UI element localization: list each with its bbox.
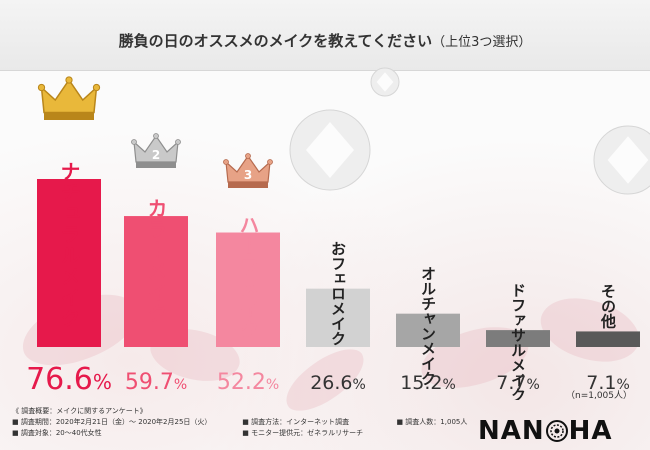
title-sub: （上位3つ選択） xyxy=(432,35,532,50)
value-label-2: 59.7% xyxy=(125,370,187,395)
value-label-3: 52.2% xyxy=(217,370,279,395)
value-unit: % xyxy=(93,370,112,394)
bar-5 xyxy=(396,313,460,347)
survey-count: ■ 調査人数：1,005人 xyxy=(396,418,468,426)
category-label-2: カラーメイク xyxy=(144,198,168,324)
value-unit: % xyxy=(526,377,539,393)
page-title: 勝負の日のオススメのメイクを教えてください（上位3つ選択） xyxy=(0,30,650,51)
crown-band xyxy=(136,162,176,168)
logo-mandala-icon xyxy=(545,420,568,442)
crown-jewel xyxy=(65,76,73,84)
bar-4 xyxy=(306,288,370,347)
crown-jewel xyxy=(245,153,251,159)
crown-jewel xyxy=(37,83,46,92)
diamond-facet xyxy=(306,122,354,178)
category-label-3: ハーフメイク xyxy=(236,215,260,341)
value-unit: % xyxy=(443,377,456,393)
sample-size-note: （n=1,005人） xyxy=(566,391,633,401)
survey-period: ■ 調査期間：2020年2月21日（金）～ 2020年2月25日（火） xyxy=(12,418,212,426)
category-label-1: ナチュラルメイク xyxy=(57,161,81,329)
diamond-decoration xyxy=(289,109,371,191)
survey-summary: 《 調査概要：メイクに関するアンケート》 ■ 調査期間：2020年2月21日（金… xyxy=(12,406,467,439)
bar-6 xyxy=(486,330,550,347)
diamond-facet xyxy=(607,136,649,184)
value-label-7: 7.1% xyxy=(586,372,630,394)
logo-text-left: NAN xyxy=(478,416,545,446)
diamond-decoration xyxy=(593,125,650,195)
crown-band xyxy=(44,112,94,120)
value-unit: % xyxy=(174,377,187,393)
value-number: 26.6 xyxy=(310,372,352,394)
value-number: 7.1 xyxy=(586,372,616,394)
diamond-facet xyxy=(376,72,394,92)
rank-badge: 3 xyxy=(244,168,252,182)
crown-band xyxy=(228,182,268,188)
crown-jewel xyxy=(223,159,229,165)
diamond-decoration xyxy=(370,67,400,97)
survey-target: ■ 調査対象：20～40代女性 xyxy=(12,429,102,437)
survey-provider: ■ モニター提供元：ゼネラルリサーチ xyxy=(242,429,364,437)
value-unit: % xyxy=(266,377,279,393)
category-label-7: その他 xyxy=(599,283,617,329)
value-unit: % xyxy=(353,377,366,393)
title-main: 勝負の日のオススメのメイクを教えてください xyxy=(118,32,433,50)
value-label-1: 76.6% xyxy=(26,362,112,397)
bar-3 xyxy=(216,232,280,347)
value-number: 52.2 xyxy=(217,370,266,395)
value-number: 15.2 xyxy=(400,372,442,394)
crown-body xyxy=(40,78,98,114)
survey-method: ■ 調査方法：インターネット調査 xyxy=(242,418,350,426)
value-label-6: 7.7% xyxy=(496,372,540,394)
bar-7 xyxy=(576,331,640,347)
bar-2 xyxy=(124,216,188,347)
value-number: 59.7 xyxy=(125,370,174,395)
crown-icon xyxy=(37,76,101,120)
value-number: 76.6 xyxy=(26,362,93,397)
logo-text-right: HA xyxy=(568,416,613,446)
bar-1 xyxy=(37,179,101,347)
value-label-4: 26.6% xyxy=(310,372,366,394)
brand-logo: NAN HA xyxy=(478,416,638,446)
survey-heading: 《 調査概要：メイクに関するアンケート》 xyxy=(12,407,147,415)
value-label-5: 15.2% xyxy=(400,372,456,394)
rank-badge: 2 xyxy=(152,148,160,162)
crown-icon: 3 xyxy=(223,153,273,188)
crown-icon: 2 xyxy=(131,133,181,168)
crown-jewel xyxy=(267,159,273,165)
value-unit: % xyxy=(616,377,629,393)
value-number: 7.7 xyxy=(496,372,526,394)
crown-jewel xyxy=(92,83,101,92)
category-label-6: ドファサルメイク xyxy=(509,282,527,400)
crown-jewel xyxy=(153,133,159,139)
category-label-4: おフェロメイク xyxy=(329,241,347,346)
category-label-5: オルチャンメイク xyxy=(419,266,437,386)
crown-jewel xyxy=(175,139,181,145)
bar-chart: ナチュラルメイク 76.6% カラーメイク 59.7% ハーフメイク 52.2% おフェロメ… xyxy=(26,67,650,400)
title-bar: 勝負の日のオススメのメイクを教えてください（上位3つ選択） xyxy=(0,0,650,71)
crown-jewel xyxy=(131,139,137,145)
